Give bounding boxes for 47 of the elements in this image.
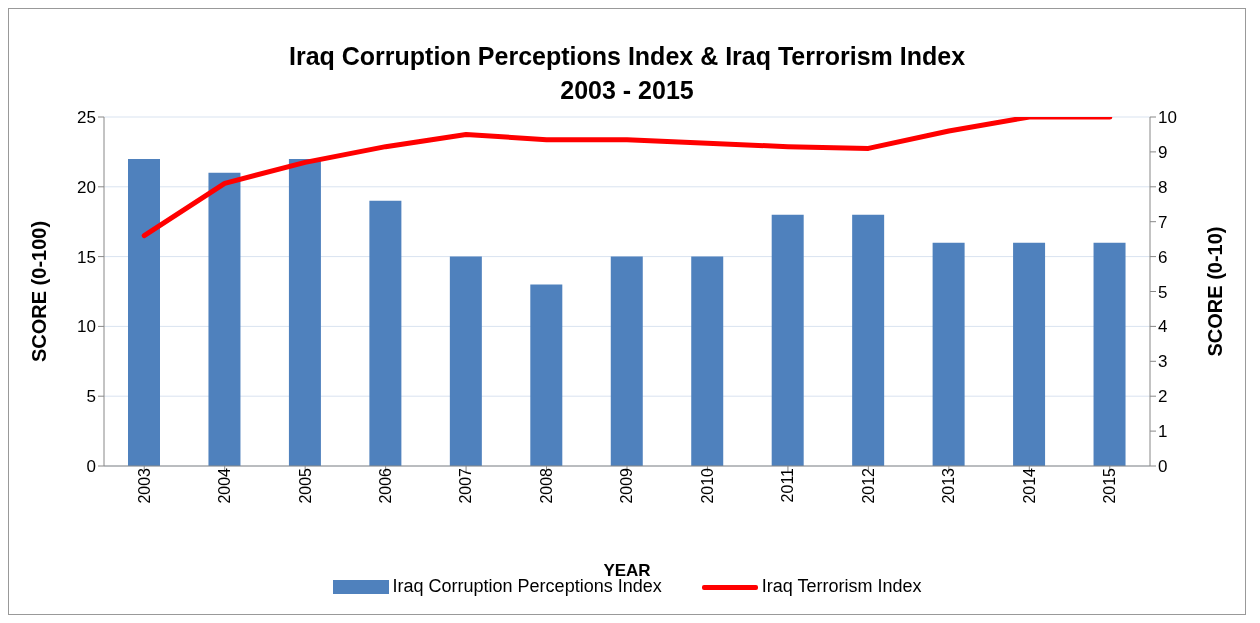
bar bbox=[1093, 242, 1126, 466]
y2-tick-label: 1 bbox=[1158, 422, 1168, 442]
x-tick-label: 2007 bbox=[457, 467, 475, 504]
bar bbox=[530, 284, 563, 466]
y2-tick-label: 4 bbox=[1158, 317, 1168, 337]
x-tick-label: 2015 bbox=[1101, 467, 1119, 504]
x-tick-label: 2008 bbox=[537, 467, 555, 504]
x-tick-label: 2012 bbox=[859, 467, 877, 504]
y2-axis-title: SCORE (0-10) bbox=[1204, 226, 1227, 357]
y-tick-label: 20 bbox=[77, 177, 96, 197]
y2-tick-label: 9 bbox=[1158, 142, 1168, 162]
y2-tick-label: 7 bbox=[1158, 212, 1168, 232]
y2-tick-label: 8 bbox=[1158, 177, 1168, 197]
bar bbox=[610, 256, 643, 466]
y-tick-label: 0 bbox=[86, 457, 96, 477]
bar bbox=[369, 200, 402, 466]
x-tick-label: 2003 bbox=[135, 467, 153, 504]
bar bbox=[288, 158, 321, 466]
x-tick-label: 2005 bbox=[296, 467, 314, 504]
y-tick-label: 10 bbox=[77, 317, 96, 337]
y-tick-label: 25 bbox=[77, 108, 96, 128]
y2-tick-label: 5 bbox=[1158, 282, 1168, 302]
y2-tick-label: 2 bbox=[1158, 387, 1168, 407]
bar bbox=[449, 256, 482, 466]
y-axis-title: SCORE (0-100) bbox=[28, 220, 51, 363]
bar bbox=[208, 172, 241, 466]
bar bbox=[128, 158, 160, 466]
x-tick-label: 2009 bbox=[618, 467, 636, 504]
x-tick-label: 2013 bbox=[940, 467, 958, 504]
y2-tick-label: 3 bbox=[1158, 352, 1168, 372]
y2-tick-label: 0 bbox=[1158, 457, 1168, 477]
legend-label: Iraq Terrorism Index bbox=[761, 576, 922, 597]
bar bbox=[852, 214, 885, 466]
chart-title: Iraq Corruption Perceptions Index & Iraq Terrorism Index 2003 - 2015 bbox=[287, 41, 967, 106]
x-tick-label: 2006 bbox=[376, 467, 394, 504]
bar bbox=[691, 256, 724, 466]
y2-tick-label: 10 bbox=[1158, 108, 1177, 128]
y2-tick-label: 6 bbox=[1158, 247, 1168, 267]
y-tick-label: 5 bbox=[86, 387, 96, 407]
x-tick-label: 2010 bbox=[698, 467, 716, 504]
bar bbox=[771, 214, 804, 466]
bar bbox=[932, 242, 965, 466]
bar bbox=[1013, 242, 1046, 466]
x-tick-label: 2014 bbox=[1020, 467, 1038, 504]
y-tick-label: 15 bbox=[77, 247, 96, 267]
x-tick-label: 2011 bbox=[779, 467, 797, 503]
x-tick-label: 2004 bbox=[216, 467, 234, 504]
